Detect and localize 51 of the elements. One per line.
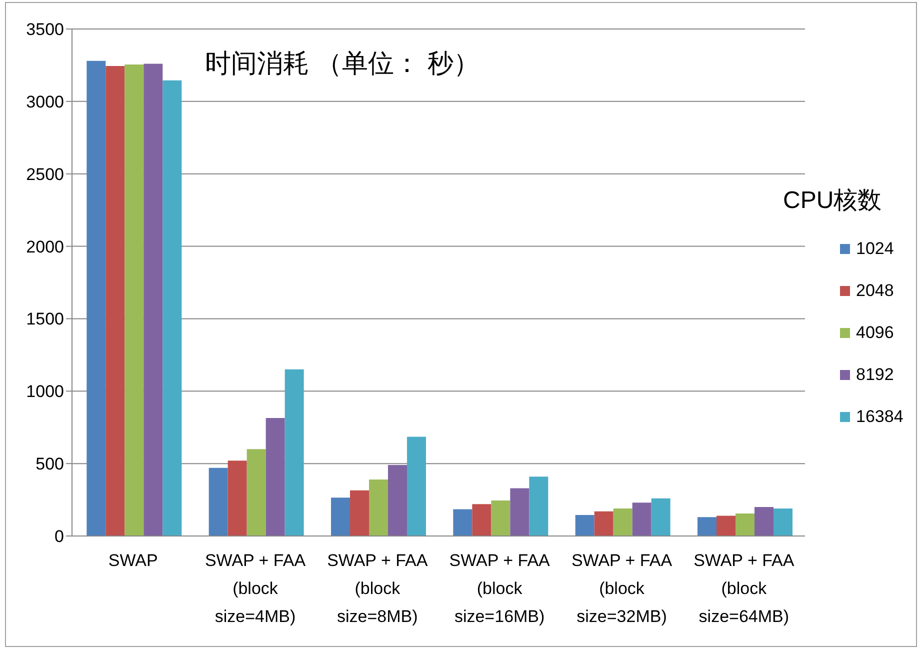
bar (388, 465, 407, 536)
legend-label: 1024 (856, 239, 894, 259)
bar (162, 80, 182, 536)
legend-label: 2048 (856, 281, 894, 301)
legend-label: 16384 (856, 407, 904, 427)
bar (716, 516, 736, 536)
bar (632, 502, 652, 536)
bar (350, 490, 369, 536)
x-tick-label: SWAP + FAA (block size=8MB) (327, 551, 428, 626)
text: 时间消耗 （单位： 秒） (205, 47, 480, 80)
bar (330, 498, 350, 536)
bar (491, 500, 510, 536)
x-tick-label: SWAP (108, 551, 158, 570)
bar (246, 449, 266, 536)
y-tick-label: 3500 (26, 20, 64, 40)
bar (144, 64, 163, 536)
y-tick-label: 2000 (26, 237, 64, 256)
x-tick-label: SWAP + FAA (block size=64MB) (694, 551, 795, 626)
bar (529, 476, 548, 536)
bar (124, 64, 144, 536)
bar (510, 488, 530, 536)
bar (406, 436, 426, 536)
y-tick-label: 3000 (26, 92, 64, 112)
y-tick-label: 500 (36, 454, 64, 474)
bar (697, 517, 716, 536)
bar (651, 498, 670, 536)
bar (735, 514, 754, 536)
y-tick-label: 1500 (26, 310, 64, 329)
bar (284, 369, 304, 536)
y-tick-label: 1000 (26, 382, 64, 402)
x-tick-label: SWAP + FAA (block size=32MB) (571, 551, 673, 626)
legend-title: CPU核数 (783, 186, 883, 216)
bar (472, 504, 492, 536)
x-tick-label: SWAP + FAA (block size=4MB) (204, 551, 306, 626)
x-tick-label: SWAP + FAA (block size=16MB) (449, 551, 551, 626)
bar (208, 468, 228, 536)
bar (266, 418, 285, 536)
legend-label: 8192 (856, 365, 894, 385)
bar (228, 460, 247, 536)
legend-label: 4096 (856, 323, 894, 343)
y-tick-label: 2500 (26, 164, 64, 184)
bar (613, 508, 632, 536)
bar (575, 514, 594, 536)
bar (594, 511, 614, 536)
bar (86, 60, 106, 536)
bar (453, 509, 472, 536)
bar (773, 508, 792, 536)
bar (106, 66, 125, 536)
bar (368, 480, 388, 536)
bar (754, 507, 774, 536)
y-tick-label: 0 (54, 527, 64, 546)
